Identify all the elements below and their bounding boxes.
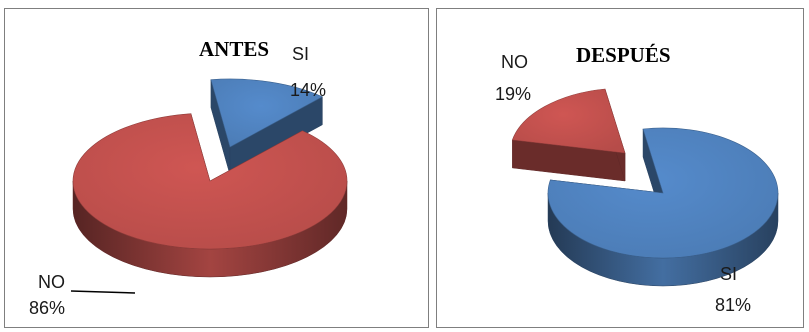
slice-label-no: NO <box>501 52 528 72</box>
slice-label-no: NO <box>38 272 65 292</box>
slice-value-si: 14% <box>290 80 327 100</box>
pie-chart-despues <box>511 88 779 287</box>
slice-value-si: 81% <box>715 295 752 315</box>
slice-value-no: 19% <box>495 84 532 104</box>
pie-slice-no <box>511 88 626 182</box>
pie-chart-antes <box>70 78 348 294</box>
slice-label-si: SI <box>720 264 738 284</box>
pie-slice-si <box>210 78 324 176</box>
slice-value-no: 86% <box>29 298 66 318</box>
pie-slice-si <box>547 127 779 287</box>
pie-slice-no <box>72 113 348 278</box>
chart-title: DESPUÉS <box>576 43 671 67</box>
chart-panel-antes: ANTES SI 14% NO 86% <box>4 8 429 328</box>
slice-label-si: SI <box>292 44 310 64</box>
chart-panel-despues: DESPUÉS NO 19% SI 81% <box>436 8 804 328</box>
chart-title: ANTES <box>199 37 270 61</box>
leader-line <box>70 290 136 294</box>
